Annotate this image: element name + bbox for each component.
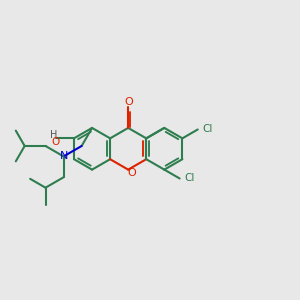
Text: Cl: Cl bbox=[202, 124, 213, 134]
Text: O: O bbox=[128, 168, 136, 178]
Text: O: O bbox=[51, 137, 59, 147]
Text: H: H bbox=[50, 130, 58, 140]
Text: Cl: Cl bbox=[184, 173, 195, 184]
Text: N: N bbox=[59, 152, 68, 161]
Text: O: O bbox=[124, 98, 133, 107]
